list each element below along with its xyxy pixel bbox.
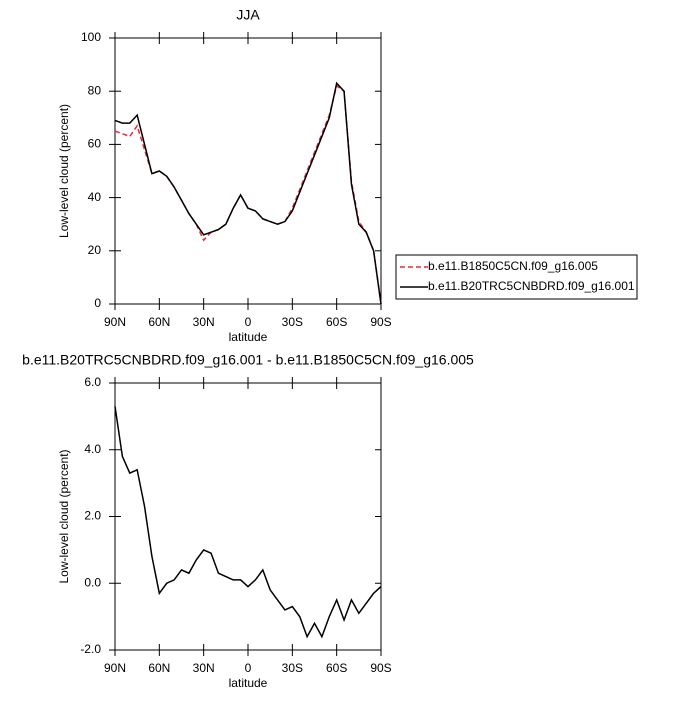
data-line <box>114 406 382 639</box>
x-tick-label: 30N <box>193 315 215 329</box>
chart-title: b.e11.B20TRC5CNBDRD.f09_g16.001 - b.e11.… <box>22 352 474 368</box>
chart-title: JJA <box>236 7 260 23</box>
x-tick-label: 90S <box>370 661 391 675</box>
y-axis-label: Low-level cloud (percent) <box>57 104 71 238</box>
y-tick-label: 60 <box>88 137 102 151</box>
data-line <box>114 81 382 305</box>
legend-label: b.e11.B1850C5CN.f09_g16.005 <box>428 259 598 273</box>
y-tick-label: 40 <box>88 190 102 204</box>
y-tick-label: -2.0 <box>80 642 101 656</box>
y-tick-label: 100 <box>81 30 101 44</box>
x-tick-label: 90N <box>104 661 126 675</box>
y-tick-label: 6.0 <box>84 375 101 389</box>
x-tick-label: 0 <box>245 661 252 675</box>
plot-frame <box>114 37 382 305</box>
y-tick-label: 20 <box>88 243 102 257</box>
x-tick-label: 0 <box>245 315 252 329</box>
y-tick-label: 4.0 <box>84 442 101 456</box>
x-tick-label: 90N <box>104 315 126 329</box>
x-tick-label: 30N <box>193 661 215 675</box>
x-tick-label: 60N <box>148 661 170 675</box>
x-tick-label: 60S <box>326 315 347 329</box>
y-tick-label: 2.0 <box>84 509 101 523</box>
x-axis-label: latitude <box>229 676 268 690</box>
y-tick-label: 0 <box>94 296 101 310</box>
legend-label: b.e11.B20TRC5CNBDRD.f09_g16.001 <box>428 279 635 293</box>
legend-box <box>395 254 638 300</box>
x-axis-label: latitude <box>229 330 268 344</box>
x-tick-label: 30S <box>282 661 303 675</box>
x-tick-label: 60N <box>148 315 170 329</box>
y-tick-label: 0.0 <box>84 575 101 589</box>
y-tick-label: 80 <box>88 83 102 97</box>
x-tick-label: 60S <box>326 661 347 675</box>
x-tick-label: 30S <box>282 315 303 329</box>
x-tick-label: 90S <box>370 315 391 329</box>
data-line <box>114 84 382 305</box>
y-axis-label: Low-level cloud (percent) <box>57 449 71 583</box>
